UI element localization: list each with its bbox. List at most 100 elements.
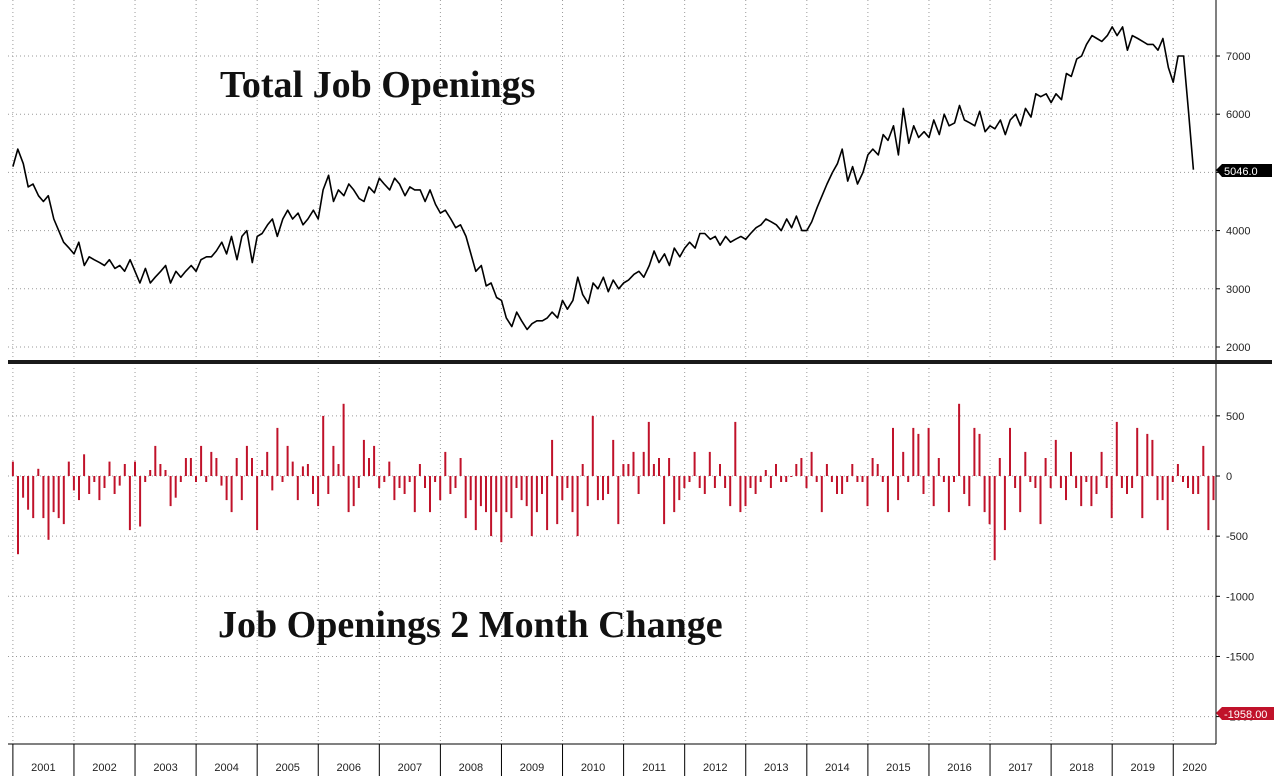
change-bar bbox=[245, 445, 248, 476]
xtick-label: 2004 bbox=[214, 762, 238, 774]
change-bar bbox=[424, 476, 426, 488]
change-bar bbox=[1034, 476, 1037, 488]
change-bar bbox=[576, 476, 579, 537]
change-bar bbox=[1075, 476, 1078, 488]
change-bar bbox=[256, 476, 259, 531]
xtick-label: 2013 bbox=[764, 762, 788, 774]
change-bar bbox=[485, 476, 487, 513]
change-bar bbox=[479, 476, 482, 507]
change-bar bbox=[785, 476, 788, 482]
change-bar bbox=[535, 476, 538, 513]
change-bar bbox=[917, 433, 920, 476]
top-ytick-label: 2000 bbox=[1226, 342, 1250, 354]
change-bar bbox=[902, 451, 905, 476]
change-bar bbox=[958, 403, 961, 476]
change-bar bbox=[490, 476, 493, 537]
change-bar bbox=[556, 476, 559, 525]
change-bar bbox=[220, 476, 223, 486]
change-bar bbox=[754, 476, 757, 494]
change-bar bbox=[118, 476, 121, 486]
top-callout-box bbox=[1216, 164, 1272, 177]
change-bar bbox=[459, 458, 462, 476]
change-bar bbox=[362, 439, 365, 476]
change-bar bbox=[876, 464, 879, 476]
change-bar bbox=[474, 476, 477, 531]
change-bar bbox=[67, 461, 70, 476]
change-bar bbox=[189, 458, 192, 476]
change-bar bbox=[413, 476, 416, 513]
change-bar bbox=[846, 476, 849, 482]
change-bar bbox=[439, 476, 442, 501]
bottom-panel: Job Openings 2 Month Change bbox=[218, 604, 723, 646]
change-bar bbox=[1054, 439, 1057, 476]
xtick-label: 2010 bbox=[581, 762, 605, 774]
change-bar bbox=[301, 466, 304, 476]
change-bar bbox=[210, 451, 213, 476]
change-bar bbox=[963, 476, 966, 494]
change-bar bbox=[47, 476, 50, 540]
change-bar bbox=[139, 476, 142, 527]
change-bar bbox=[596, 476, 599, 501]
change-bar bbox=[912, 427, 915, 476]
change-bar bbox=[586, 476, 589, 507]
change-bar bbox=[1019, 476, 1022, 513]
change-bar bbox=[352, 476, 355, 507]
change-bar bbox=[495, 476, 498, 513]
change-bar bbox=[851, 464, 854, 476]
change-bar bbox=[154, 445, 157, 476]
change-bar bbox=[515, 476, 518, 488]
change-bar bbox=[500, 476, 503, 543]
change-bar bbox=[1009, 427, 1011, 476]
change-bar bbox=[1156, 476, 1159, 501]
change-bar bbox=[1171, 476, 1174, 482]
top-panel: Total Job Openings bbox=[220, 64, 535, 106]
change-bar bbox=[749, 476, 752, 488]
change-bar bbox=[1029, 476, 1032, 482]
change-bar bbox=[1024, 451, 1027, 476]
change-bar bbox=[332, 445, 335, 476]
change-bar bbox=[1070, 451, 1072, 476]
change-bar bbox=[205, 476, 208, 482]
change-bar bbox=[1126, 476, 1128, 494]
change-bar bbox=[200, 445, 203, 476]
change-bar bbox=[296, 476, 299, 501]
change-bar bbox=[327, 476, 330, 494]
change-bar bbox=[378, 476, 381, 488]
change-bar bbox=[368, 458, 370, 476]
axis-layer: 2000300040005000600070005000-500-1000-15… bbox=[8, 0, 1272, 776]
change-bar bbox=[342, 403, 345, 476]
change-bar bbox=[942, 476, 945, 482]
change-bar bbox=[393, 476, 396, 501]
change-bar bbox=[581, 464, 584, 476]
top-ytick-label: 4000 bbox=[1226, 226, 1250, 238]
panel-separator bbox=[8, 360, 1272, 364]
change-bar bbox=[861, 476, 864, 482]
change-bar bbox=[764, 470, 767, 476]
change-bar bbox=[312, 476, 314, 494]
change-bar bbox=[464, 476, 467, 519]
change-bar bbox=[230, 476, 233, 513]
change-bar bbox=[52, 476, 55, 513]
change-bar bbox=[317, 476, 320, 507]
change-bar bbox=[897, 476, 900, 501]
change-bar bbox=[790, 476, 793, 477]
change-bar bbox=[907, 476, 910, 482]
change-bar bbox=[103, 476, 106, 488]
change-bar bbox=[93, 476, 96, 482]
change-bar bbox=[1044, 458, 1047, 476]
change-bar bbox=[57, 476, 60, 519]
change-bar bbox=[775, 464, 777, 476]
change-bar bbox=[978, 433, 981, 476]
change-bar bbox=[520, 476, 523, 501]
bar-series-layer bbox=[11, 403, 1215, 561]
change-bar bbox=[825, 464, 828, 476]
change-bar bbox=[434, 476, 437, 482]
change-bar bbox=[1187, 476, 1189, 488]
change-bar bbox=[1080, 476, 1083, 507]
xtick-label: 2016 bbox=[947, 762, 971, 774]
change-bar bbox=[1202, 445, 1205, 476]
xtick-label: 2006 bbox=[337, 762, 361, 774]
change-bar bbox=[169, 476, 172, 507]
xtick-label: 2014 bbox=[825, 762, 849, 774]
